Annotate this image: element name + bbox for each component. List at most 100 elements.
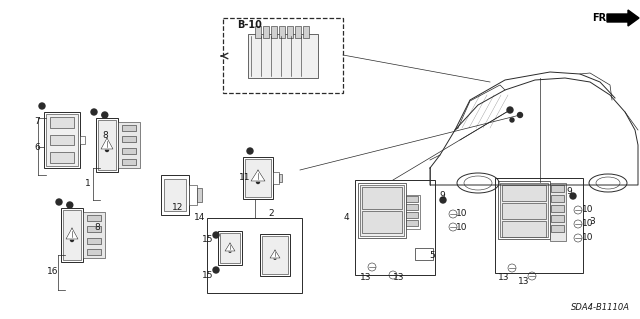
- Circle shape: [440, 197, 446, 203]
- Bar: [279, 26, 285, 38]
- Circle shape: [91, 109, 97, 115]
- Text: 13: 13: [518, 277, 530, 286]
- Text: 10: 10: [582, 204, 594, 213]
- Bar: [551, 205, 564, 212]
- Bar: [61, 208, 83, 262]
- Bar: [551, 195, 564, 202]
- Bar: [406, 220, 418, 226]
- Text: 15: 15: [202, 271, 214, 279]
- Text: 8: 8: [102, 131, 108, 140]
- Bar: [551, 225, 564, 232]
- Bar: [98, 120, 116, 170]
- Text: 10: 10: [456, 210, 468, 219]
- Circle shape: [570, 193, 576, 199]
- Circle shape: [102, 112, 108, 118]
- Circle shape: [510, 118, 514, 122]
- Text: 3: 3: [589, 218, 595, 226]
- Text: 2: 2: [268, 209, 274, 218]
- Bar: [498, 181, 550, 239]
- Circle shape: [229, 250, 231, 252]
- Text: 9: 9: [566, 188, 572, 197]
- Text: 10: 10: [582, 234, 594, 242]
- Circle shape: [507, 107, 513, 113]
- Text: 10: 10: [582, 219, 594, 228]
- Circle shape: [213, 267, 219, 273]
- Bar: [50, 135, 74, 145]
- Bar: [197, 188, 202, 202]
- Bar: [406, 195, 420, 229]
- Text: 1: 1: [85, 180, 91, 189]
- Polygon shape: [251, 170, 265, 181]
- Circle shape: [56, 199, 62, 205]
- Bar: [83, 212, 105, 258]
- Circle shape: [518, 113, 522, 117]
- Bar: [218, 231, 242, 265]
- Text: 14: 14: [195, 213, 205, 222]
- Bar: [122, 160, 136, 165]
- Circle shape: [67, 202, 73, 208]
- Bar: [161, 175, 189, 215]
- Polygon shape: [270, 250, 280, 258]
- Circle shape: [213, 232, 219, 238]
- Text: SDA4-B1110A: SDA4-B1110A: [571, 303, 630, 312]
- Bar: [415, 248, 433, 260]
- Bar: [96, 118, 118, 172]
- Bar: [295, 26, 301, 38]
- Bar: [50, 152, 74, 163]
- Bar: [502, 203, 546, 219]
- Bar: [220, 233, 240, 263]
- Bar: [500, 183, 548, 237]
- Polygon shape: [225, 243, 235, 251]
- Bar: [303, 26, 309, 38]
- Text: 13: 13: [499, 273, 509, 283]
- Text: FR.: FR.: [592, 13, 610, 23]
- Bar: [63, 210, 81, 260]
- Text: 8: 8: [94, 224, 100, 233]
- Bar: [255, 26, 261, 38]
- Bar: [243, 157, 273, 199]
- Bar: [88, 238, 100, 244]
- Bar: [44, 112, 80, 168]
- Bar: [355, 180, 435, 275]
- Bar: [88, 249, 100, 255]
- Circle shape: [247, 148, 253, 154]
- Bar: [262, 236, 288, 274]
- Text: 5: 5: [429, 251, 435, 261]
- Bar: [50, 117, 74, 128]
- Bar: [263, 26, 269, 38]
- Text: B-10: B-10: [237, 20, 262, 30]
- Bar: [406, 196, 418, 202]
- Polygon shape: [101, 138, 113, 149]
- Bar: [362, 187, 402, 209]
- Bar: [502, 185, 546, 201]
- Bar: [88, 226, 100, 232]
- Bar: [406, 212, 418, 218]
- Bar: [46, 114, 78, 166]
- Polygon shape: [66, 228, 78, 239]
- Text: 15: 15: [202, 235, 214, 244]
- Bar: [118, 122, 140, 168]
- Bar: [189, 185, 197, 205]
- Bar: [88, 215, 100, 221]
- Bar: [223, 18, 343, 93]
- Bar: [273, 172, 279, 184]
- Circle shape: [39, 103, 45, 109]
- Bar: [551, 185, 564, 192]
- Circle shape: [106, 149, 109, 152]
- Bar: [260, 234, 290, 276]
- Text: 11: 11: [239, 173, 251, 182]
- Bar: [406, 204, 418, 210]
- Bar: [358, 183, 406, 238]
- Text: 7: 7: [34, 117, 40, 127]
- Text: 10: 10: [456, 224, 468, 233]
- Text: 9: 9: [439, 191, 445, 201]
- Bar: [248, 34, 318, 78]
- Bar: [122, 125, 136, 130]
- Text: 6: 6: [34, 144, 40, 152]
- Circle shape: [274, 257, 276, 259]
- Bar: [502, 221, 546, 237]
- Text: 4: 4: [343, 213, 349, 222]
- Bar: [164, 179, 186, 211]
- Bar: [495, 178, 583, 273]
- Bar: [360, 185, 404, 236]
